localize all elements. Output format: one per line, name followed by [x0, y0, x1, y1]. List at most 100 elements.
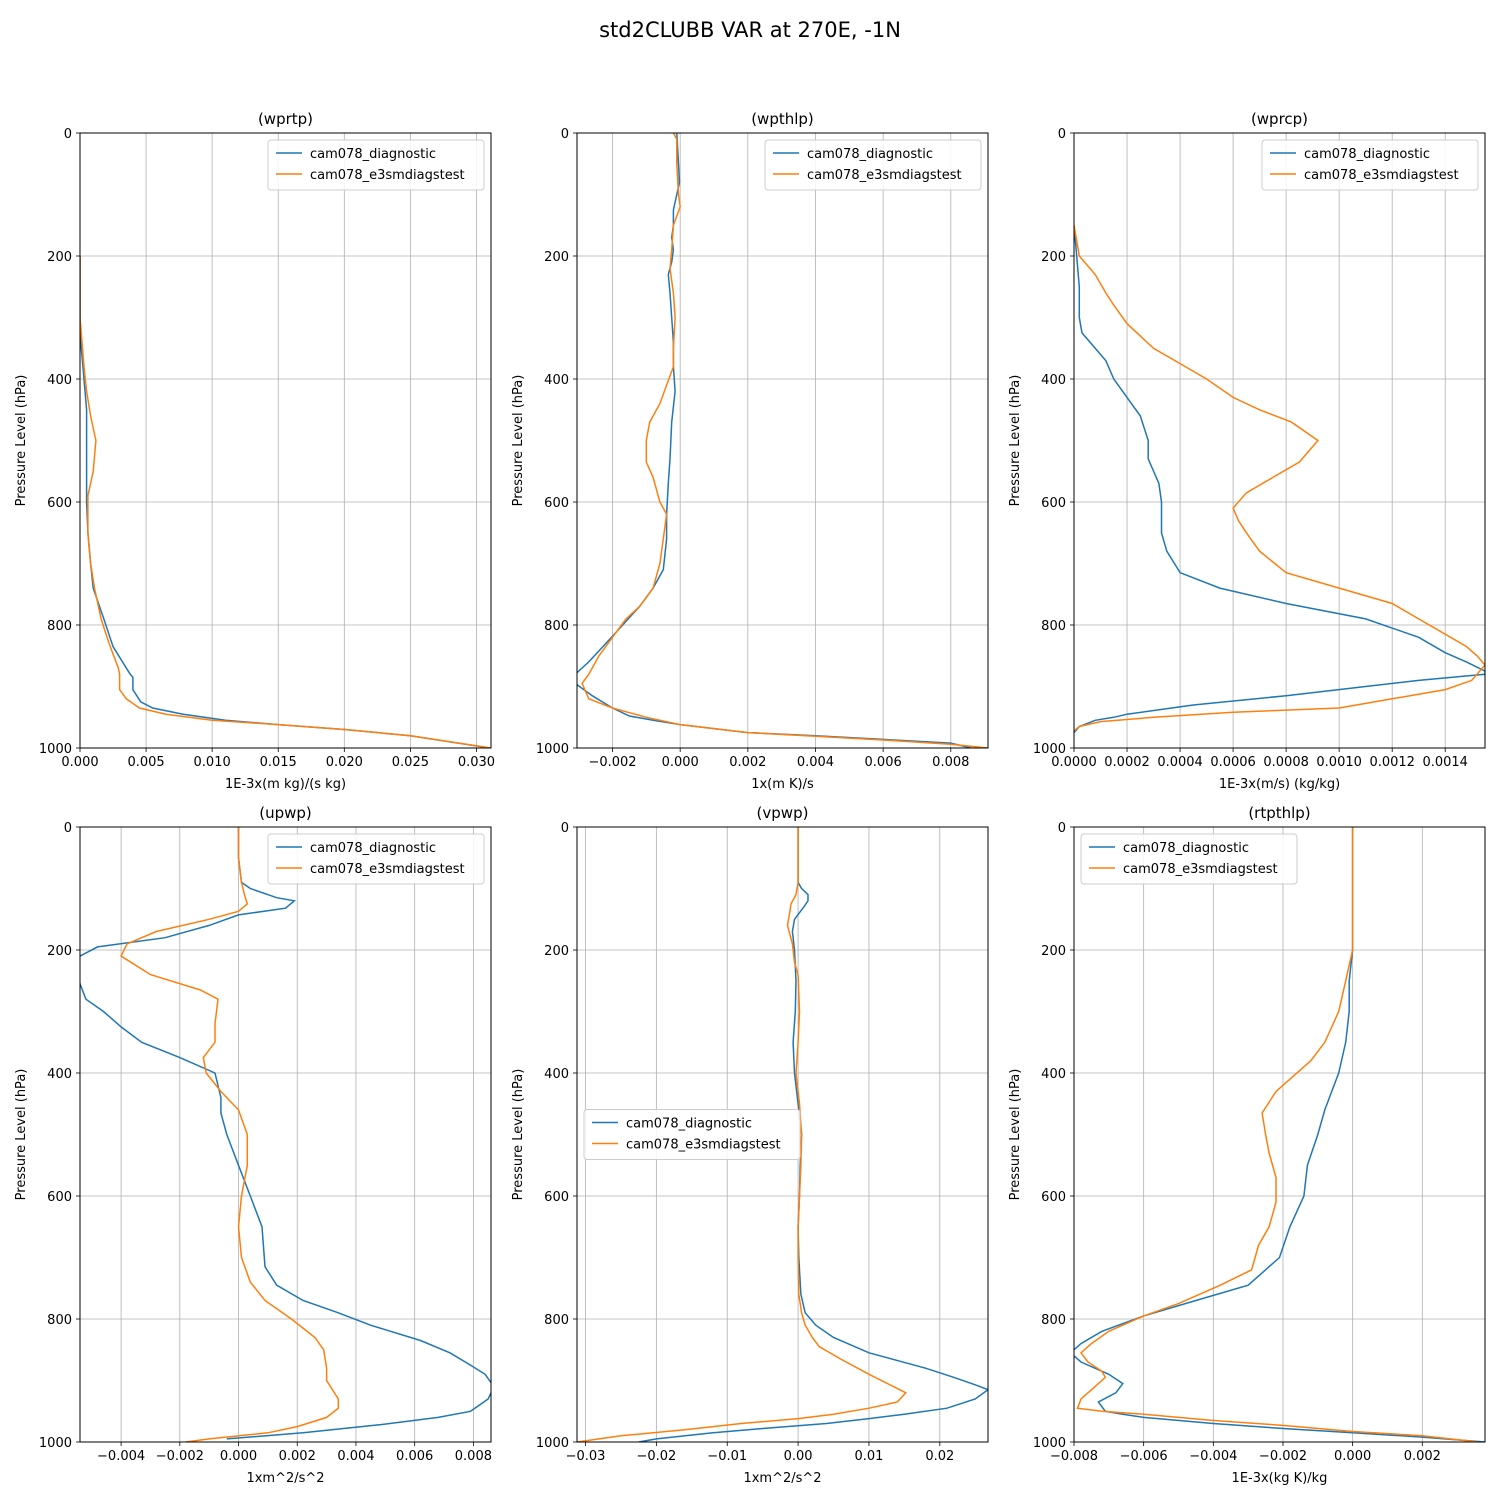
y-tick-label: 800	[1041, 1313, 1066, 1328]
x-tick-label: 0.030	[458, 755, 495, 770]
legend-label: cam078_diagnostic	[310, 841, 436, 856]
y-tick-label: 0	[64, 127, 72, 142]
x-axis-label: 1E-3x(m kg)/(s kg)	[225, 777, 346, 792]
x-tick-label: 0.000	[61, 755, 98, 770]
y-tick-label: 200	[544, 250, 569, 265]
y-tick-label: 1000	[536, 1436, 569, 1451]
x-tick-label: 0.02	[925, 1449, 954, 1464]
legend: cam078_diagnostic cam078_e3smdiagstest	[1080, 833, 1298, 885]
y-tick-label: 400	[544, 1067, 569, 1082]
legend-label: cam078_e3smdiagstest	[1304, 168, 1459, 183]
x-tick-label: 0.015	[260, 755, 297, 770]
x-tick-label: −0.002	[1259, 1449, 1307, 1464]
series-line-cam078_e3smdiagstest	[581, 133, 988, 748]
y-tick-label: 800	[544, 1313, 569, 1328]
series-line-cam078_e3smdiagstest	[1074, 225, 1485, 732]
x-tick-label: 0.01	[854, 1449, 883, 1464]
panel-title: (wpthlp)	[751, 110, 814, 128]
legend: cam078_diagnostic cam078_e3smdiagstest	[583, 1109, 801, 1160]
x-tick-label: 0.000	[1334, 1449, 1371, 1464]
x-tick-label: 0.0012	[1369, 755, 1415, 770]
y-tick-label: 600	[47, 496, 72, 511]
panel-wprcp: 0.0000 0.0002 0.0004 0.0006 0.0008 0.0010 0.00…	[1008, 110, 1486, 792]
y-tick-label: 600	[544, 496, 569, 511]
x-tick-label: 0.002	[1404, 1449, 1441, 1464]
series-line-cam078_e3smdiagstest	[577, 827, 908, 1442]
x-axis-label: 1E-3x(m/s) (kg/kg)	[1219, 777, 1340, 792]
panel-rtpthlp: −0.008 −0.006 −0.004 −0.002 0.000 0.002 0 200 40…	[1008, 804, 1486, 1486]
series-line-cam078_diagnostic	[1074, 225, 1485, 734]
legend-label: cam078_diagnostic	[626, 1117, 752, 1132]
legend-label: cam078_e3smdiagstest	[310, 862, 465, 877]
x-tick-label: −0.03	[566, 1449, 606, 1464]
y-tick-label: 400	[1041, 1067, 1066, 1082]
plot-frame	[1073, 132, 1486, 749]
panel-title: (vpwp)	[757, 804, 809, 822]
legend-box	[267, 139, 485, 191]
legend: cam078_diagnostic cam078_e3smdiagstest	[1261, 139, 1479, 191]
x-tick-label: 0.000	[220, 1449, 257, 1464]
series-line-cam078_e3smdiagstest	[80, 256, 491, 748]
x-axis-label: 1xm^2/s^2	[246, 1471, 324, 1486]
x-tick-label: −0.006	[1120, 1449, 1168, 1464]
x-tick-label: 0.0006	[1210, 755, 1256, 770]
series-line-cam078_diagnostic	[80, 827, 491, 1440]
series-line-cam078_diagnostic	[80, 256, 490, 748]
legend-label: cam078_e3smdiagstest	[807, 168, 962, 183]
legend-box	[764, 139, 982, 191]
y-axis-label: Pressure Level (hPa)	[511, 375, 526, 507]
x-tick-label: 0.010	[194, 755, 231, 770]
plot-frame	[576, 826, 989, 1443]
x-tick-label: −0.01	[707, 1449, 747, 1464]
y-tick-label: 200	[47, 944, 72, 959]
x-tick-label: −0.004	[1189, 1449, 1237, 1464]
y-tick-label: 400	[47, 373, 72, 388]
legend-label: cam078_e3smdiagstest	[310, 168, 465, 183]
y-tick-label: 1000	[536, 742, 569, 757]
panel-vpwp: −0.03 −0.02 −0.01 0.00 0.01 0.02 0 200 400 600 800…	[511, 804, 989, 1486]
y-tick-label: 600	[1041, 1190, 1066, 1205]
x-tick-label: 0.006	[396, 1449, 433, 1464]
panel-wpthlp: −0.002 0.000 0.002 0.004 0.006 0.008 0 200 400 60…	[511, 110, 989, 792]
x-tick-label: 0.008	[455, 1449, 492, 1464]
series-line-cam078_e3smdiagstest	[1076, 827, 1479, 1442]
x-tick-label: −0.004	[97, 1449, 145, 1464]
y-tick-label: 200	[1041, 250, 1066, 265]
x-tick-label: 0.000	[662, 755, 699, 770]
y-tick-label: 400	[544, 373, 569, 388]
plot-frame	[79, 132, 492, 749]
y-tick-label: 1000	[1033, 742, 1066, 757]
x-tick-label: −0.002	[156, 1449, 204, 1464]
y-tick-label: 600	[47, 1190, 72, 1205]
legend: cam078_diagnostic cam078_e3smdiagstest	[267, 139, 485, 191]
x-tick-label: 0.025	[392, 755, 429, 770]
legend-label: cam078_diagnostic	[310, 147, 436, 162]
y-tick-label: 200	[47, 250, 72, 265]
x-tick-label: 0.0004	[1157, 755, 1203, 770]
panel-wprtp: 0.000 0.005 0.010 0.015 0.020 0.025 0.030 0 200 4…	[14, 110, 495, 792]
y-tick-label: 1000	[1033, 1436, 1066, 1451]
y-axis-label: Pressure Level (hPa)	[14, 1069, 29, 1201]
x-axis-label: 1E-3x(kg K)/kg	[1232, 1471, 1328, 1486]
x-tick-label: 0.002	[729, 755, 766, 770]
legend-box	[1261, 139, 1479, 191]
x-tick-label: −0.008	[1050, 1449, 1098, 1464]
x-axis-label: 1x(m K)/s	[751, 777, 814, 792]
y-tick-label: 0	[561, 127, 569, 142]
x-tick-label: 0.002	[279, 1449, 316, 1464]
panel-upwp: −0.004 −0.002 0.000 0.002 0.004 0.006 0.008 0 20…	[14, 804, 492, 1486]
series-line-cam078_e3smdiagstest	[120, 827, 340, 1442]
x-tick-label: 0.0000	[1051, 755, 1097, 770]
y-tick-label: 800	[47, 619, 72, 634]
x-tick-label: 0.004	[797, 755, 834, 770]
legend: cam078_diagnostic cam078_e3smdiagstest	[267, 833, 485, 885]
series-line-cam078_diagnostic	[577, 133, 972, 748]
x-tick-label: 0.0014	[1422, 755, 1468, 770]
y-tick-label: 0	[561, 821, 569, 836]
y-tick-label: 400	[1041, 373, 1066, 388]
y-tick-label: 200	[544, 944, 569, 959]
plot-frame	[79, 826, 492, 1443]
y-tick-label: 800	[47, 1313, 72, 1328]
panel-title: (wprtp)	[258, 110, 313, 128]
